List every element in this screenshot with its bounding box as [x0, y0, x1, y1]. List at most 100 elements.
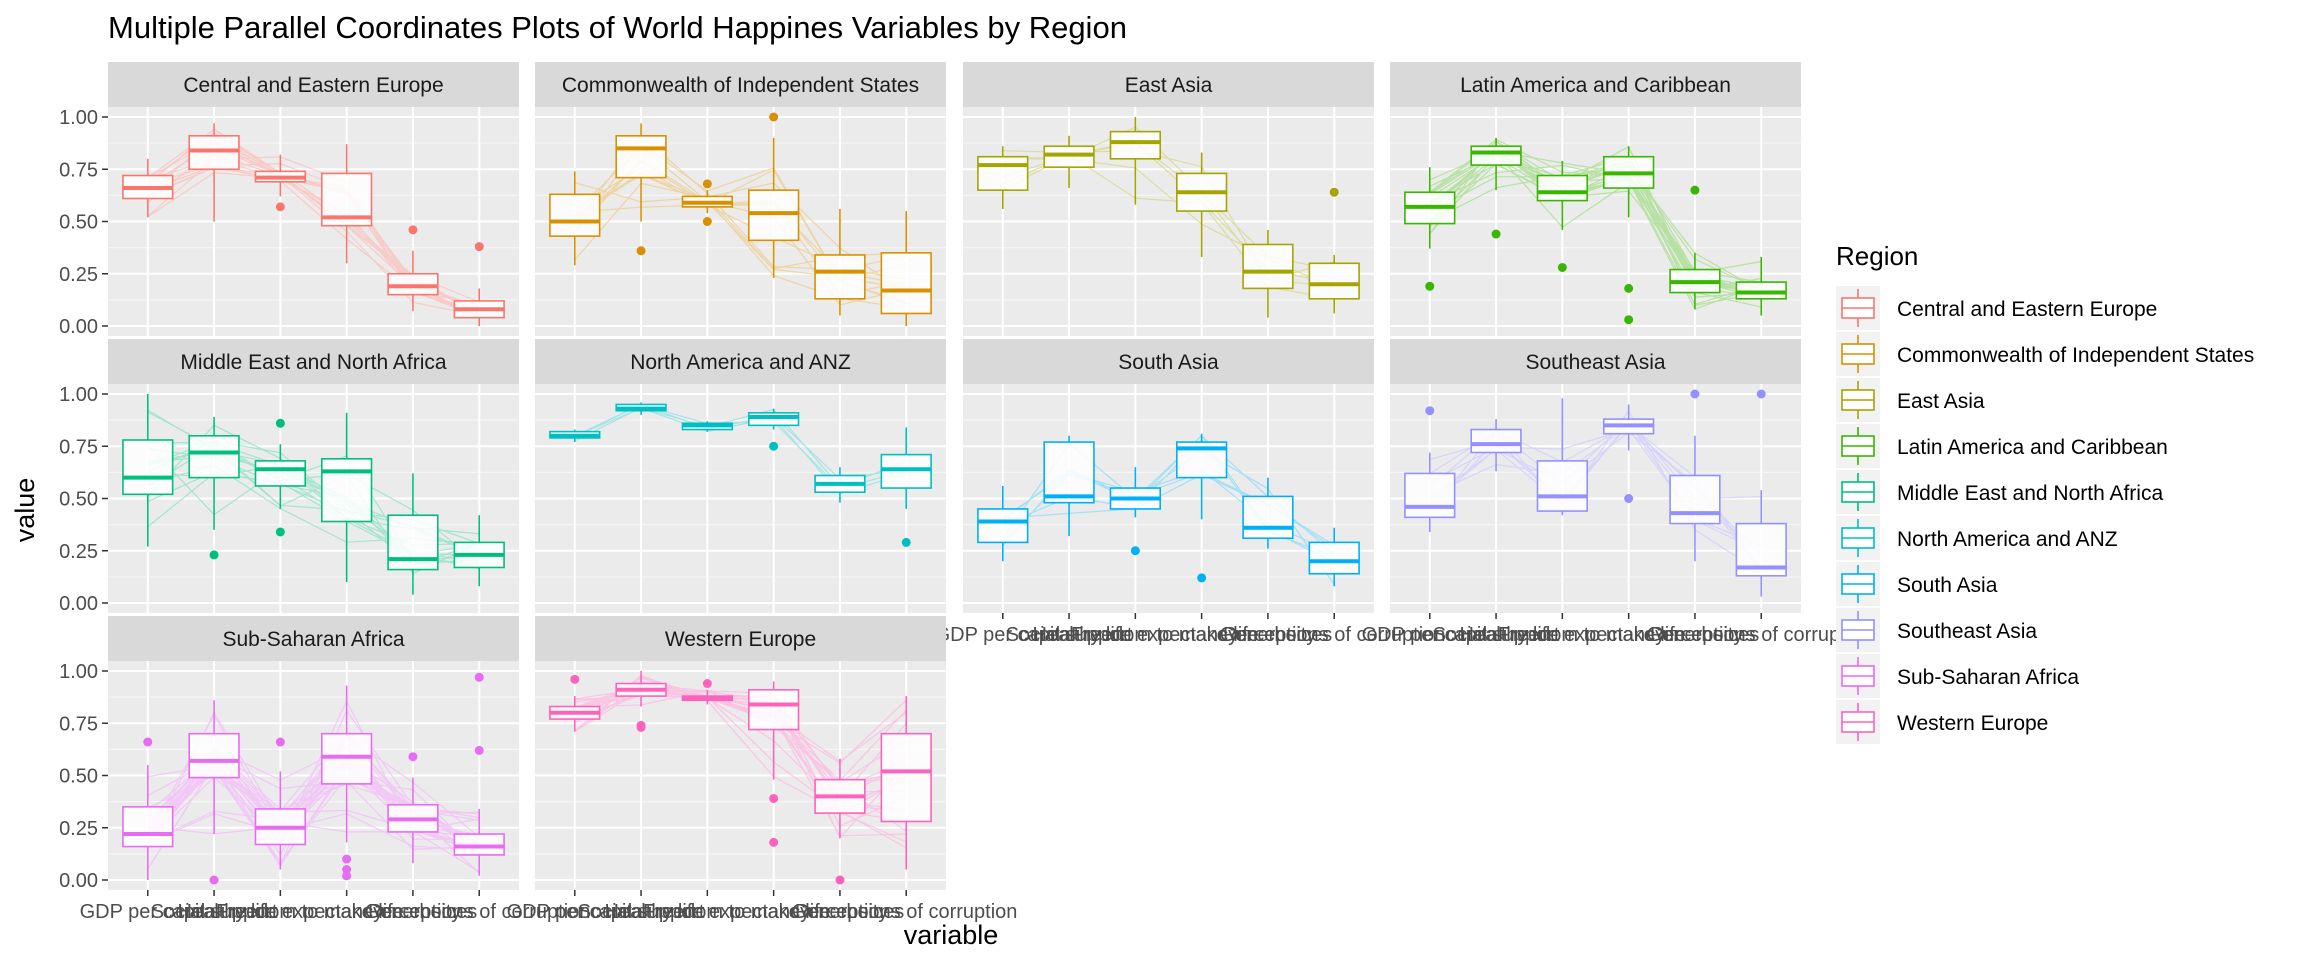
x-tick-label: Freedom to make life choices: [1498, 624, 1759, 646]
outlier-point: [275, 202, 285, 212]
box: [1109, 130, 1162, 160]
facet-panel: Middle East and North Africa 0.00 0.25 0.50…: [59, 339, 519, 615]
legend-label: South Asia: [1897, 574, 1998, 597]
outlier-point: [275, 527, 285, 537]
x-tick-label: Generosity: [365, 901, 462, 923]
facet-panel: North America and ANZ: [535, 339, 946, 613]
facet-strip: [108, 616, 519, 661]
box: [814, 254, 866, 300]
outlier-point: [1491, 229, 1501, 239]
facet-strip-label: Latin America and Caribbean: [1460, 74, 1731, 97]
x-tick-label: Generosity: [792, 901, 889, 923]
outlier-point: [342, 865, 352, 875]
box: [1536, 460, 1589, 512]
outlier-point: [474, 242, 484, 252]
legend-label: Western Europe: [1897, 712, 2048, 735]
outlier-point: [702, 217, 712, 226]
box: [549, 193, 601, 237]
y-tick-label: 0.75: [59, 713, 98, 735]
outlier-point: [1690, 389, 1700, 399]
y-tick-label: 1.00: [59, 384, 98, 406]
facet-strip: [1390, 339, 1801, 384]
facet-strip-label: Southeast Asia: [1525, 351, 1665, 374]
box: [1404, 472, 1456, 519]
box: [1669, 474, 1721, 525]
box: [387, 272, 439, 296]
outlier-point: [143, 737, 153, 747]
outlier-point: [636, 720, 646, 730]
x-tick-label: Freedom to make life choices: [643, 901, 904, 923]
y-tick-label: 0.25: [59, 264, 98, 286]
y-tick-label: 0.75: [59, 159, 98, 181]
box: [1308, 541, 1360, 575]
outlier-point: [474, 672, 484, 682]
facet-strip-label: Middle East and North Africa: [180, 351, 446, 374]
y-tick-label: 0.00: [59, 316, 98, 338]
outlier-point: [769, 112, 779, 122]
y-tick-label: 0.75: [59, 436, 98, 458]
y-tick-label: 0.50: [59, 766, 98, 788]
outlier-point: [1756, 389, 1766, 399]
facet-panel: Sub-Saharan Africa 0.00 0.25 0.50 0.75 1.00 GD…: [59, 616, 590, 923]
box: [188, 434, 240, 479]
x-tick-label: Generosity: [1220, 624, 1317, 646]
facet-strip-label: North America and ANZ: [630, 351, 851, 374]
outlier-point: [1329, 187, 1339, 197]
x-tick-label: Social support: [1433, 624, 1560, 646]
outlier-point: [1197, 573, 1207, 583]
box: [1308, 262, 1360, 300]
box: [747, 189, 800, 242]
x-tick-label: Perceptions of corruption: [1650, 624, 1872, 646]
legend-label: Commonwealth of Independent States: [1897, 344, 2254, 367]
x-tick-label: Healthy life expectancy: [605, 901, 811, 923]
facet-strip: [108, 339, 519, 384]
series-line: [1429, 156, 1762, 308]
facet-panel: Central and Eastern Europe 0.00 0.25 0.50 0.…: [59, 62, 519, 338]
box: [122, 439, 174, 496]
outlier-point: [408, 752, 418, 762]
box: [1242, 495, 1294, 540]
box: [1043, 145, 1095, 168]
facet-strip-label: Commonwealth of Independent States: [562, 74, 919, 97]
facet-strip-label: East Asia: [1125, 74, 1213, 97]
facet-panel: Commonwealth of Independent States: [535, 62, 946, 336]
box: [1470, 428, 1522, 454]
facet-strip-label: Sub-Saharan Africa: [222, 628, 404, 651]
x-tick-label: Perceptions of corruption: [368, 901, 590, 923]
box: [880, 732, 932, 823]
y-tick-label: 1.00: [59, 661, 98, 683]
box: [188, 135, 240, 171]
box: [1043, 441, 1095, 504]
outlier-point: [1130, 546, 1140, 556]
outlier-point: [1690, 185, 1700, 195]
outlier-point: [769, 793, 779, 803]
outlier-point: [474, 745, 484, 755]
outlier-point: [769, 441, 779, 451]
facets-layer: Central and Eastern Europe 0.00 0.25 0.50 0.…: [59, 62, 1872, 923]
outlier-point: [636, 246, 646, 256]
box: [977, 508, 1029, 544]
facet-strip: [535, 616, 946, 661]
box: [188, 732, 240, 779]
legend: Region Central and Eastern Europe Commonw…: [1836, 241, 2254, 744]
x-tick-label: Healthy life expectancy: [1033, 624, 1239, 646]
facet-strip: [108, 62, 519, 107]
facet-panel: East Asia: [963, 62, 1374, 336]
facet-strip-label: Central and Eastern Europe: [183, 74, 443, 97]
box: [1242, 243, 1294, 290]
box: [977, 155, 1029, 191]
facet-strip: [1390, 62, 1801, 107]
legend-label: North America and ANZ: [1897, 528, 2118, 551]
y-tick-label: 0.50: [59, 212, 98, 234]
outlier-point: [769, 837, 779, 847]
legend-label: Southeast Asia: [1897, 620, 2037, 643]
box: [615, 135, 667, 179]
legend-label: Sub-Saharan Africa: [1897, 666, 2079, 689]
outlier-point: [1624, 283, 1634, 293]
x-tick-label: Social support: [578, 901, 705, 923]
box: [1735, 281, 1787, 300]
outlier-point: [570, 674, 580, 684]
box: [880, 252, 932, 315]
box: [1536, 174, 1589, 202]
